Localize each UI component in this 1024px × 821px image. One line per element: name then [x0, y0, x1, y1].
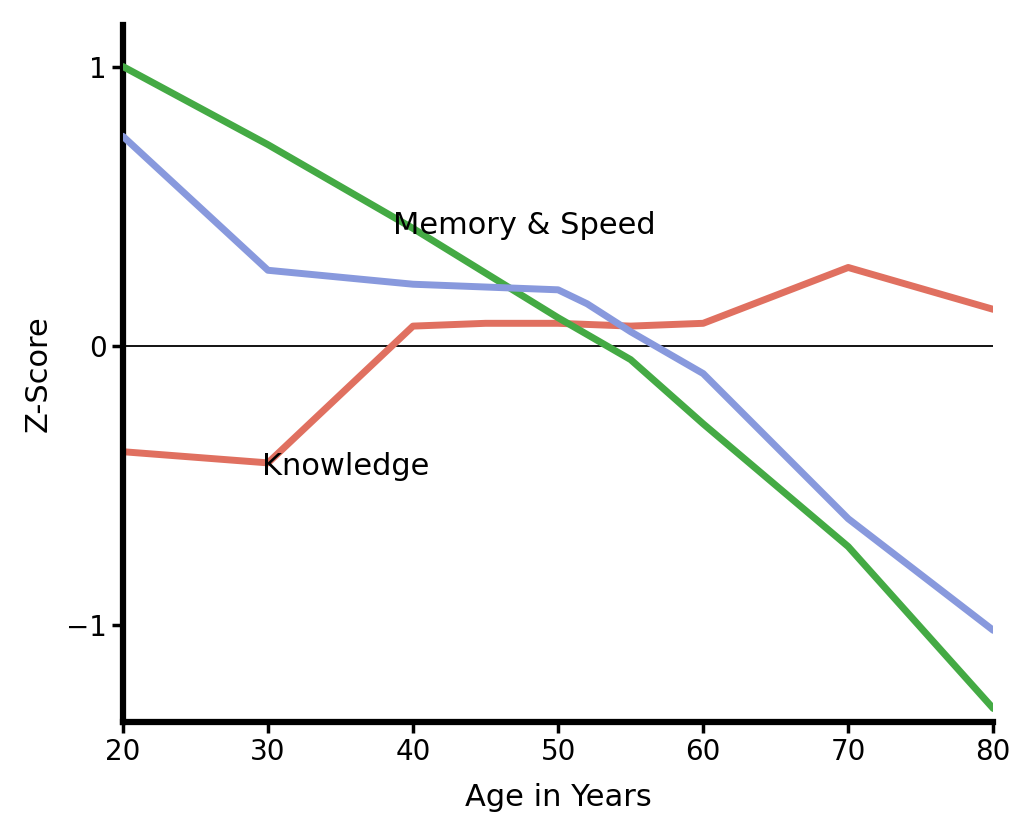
X-axis label: Age in Years: Age in Years: [465, 783, 651, 812]
Text: Knowledge: Knowledge: [262, 452, 429, 481]
Y-axis label: Z-Score: Z-Score: [24, 315, 52, 432]
Text: Memory & Speed: Memory & Speed: [393, 211, 655, 240]
